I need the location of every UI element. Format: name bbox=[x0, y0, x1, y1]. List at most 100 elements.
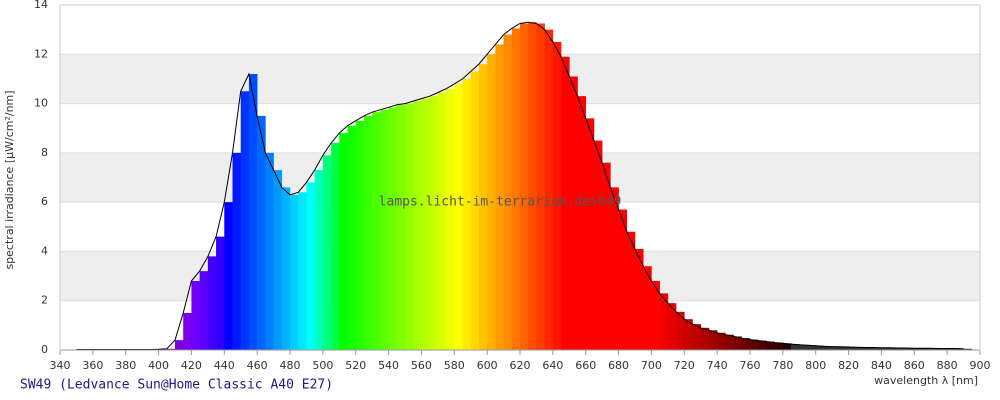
spectrum-bar bbox=[224, 202, 233, 350]
spectrum-bar bbox=[684, 319, 693, 350]
x-tick-label: 860 bbox=[904, 359, 925, 372]
spectrum-bar bbox=[306, 182, 315, 350]
spectrum-bar bbox=[290, 194, 299, 350]
spectrum-bar bbox=[561, 56, 570, 350]
spectrum-bar bbox=[585, 118, 595, 350]
spectrum-bar bbox=[791, 344, 800, 350]
x-tick-label: 620 bbox=[510, 359, 531, 372]
spectrum-bar bbox=[881, 347, 890, 350]
spectrum-bar bbox=[248, 74, 258, 350]
spectrum-bar bbox=[257, 115, 266, 351]
y-axis-label: spectral irradiance [µW/cm²/nm] bbox=[3, 90, 16, 269]
spectrum-bar bbox=[799, 344, 808, 350]
x-tick-label: 600 bbox=[477, 359, 498, 372]
spectrum-bar bbox=[478, 64, 488, 351]
spectrum-bar bbox=[421, 98, 430, 351]
x-tick-label: 640 bbox=[542, 359, 563, 372]
spectrum-bar bbox=[676, 311, 685, 350]
spectrum-bar bbox=[511, 28, 521, 351]
spectrum-bar bbox=[528, 22, 537, 350]
spectrum-bar bbox=[446, 88, 455, 351]
spectrum-bar bbox=[413, 101, 422, 350]
y-tick-label: 10 bbox=[34, 97, 48, 110]
spectrum-bar bbox=[544, 29, 554, 351]
x-tick-label: 820 bbox=[838, 359, 859, 372]
x-tick-label: 440 bbox=[214, 359, 235, 372]
x-tick-label: 800 bbox=[805, 359, 826, 372]
x-tick-label: 580 bbox=[444, 359, 465, 372]
x-tick-label: 540 bbox=[378, 359, 399, 372]
spectrum-bar bbox=[906, 348, 915, 350]
spectrum-bar bbox=[405, 103, 414, 350]
y-tick-label: 4 bbox=[41, 244, 48, 257]
spectrum-bar bbox=[651, 281, 660, 350]
x-tick-label: 840 bbox=[871, 359, 892, 372]
spectrum-bar bbox=[708, 330, 718, 350]
x-tick-label: 340 bbox=[50, 359, 71, 372]
x-tick-label: 780 bbox=[772, 359, 793, 372]
spectrum-bar bbox=[815, 345, 825, 350]
spectrum-bar bbox=[380, 109, 389, 350]
x-tick-label: 360 bbox=[82, 359, 103, 372]
spectrum-bar bbox=[437, 92, 447, 350]
x-tick-label: 900 bbox=[970, 359, 991, 372]
spectrum-bar bbox=[363, 115, 373, 351]
spectrum-bar bbox=[216, 236, 225, 350]
x-tick-label: 880 bbox=[937, 359, 958, 372]
spectrum-bar bbox=[774, 342, 784, 350]
spectrum-bar bbox=[618, 209, 628, 350]
x-tick-label: 420 bbox=[181, 359, 202, 372]
spectrum-bar bbox=[897, 348, 907, 350]
spectrum-bar bbox=[635, 248, 644, 350]
x-tick-label: 720 bbox=[674, 359, 695, 372]
spectrum-bar bbox=[741, 338, 751, 350]
spectrum-bar bbox=[487, 54, 496, 351]
y-tick-label: 8 bbox=[41, 146, 48, 159]
spectrum-bar bbox=[569, 76, 578, 350]
spectrum-bar bbox=[207, 256, 217, 350]
x-tick-label: 380 bbox=[115, 359, 136, 372]
x-axis-label: wavelength λ [nm] bbox=[874, 374, 978, 387]
spectrum-bar bbox=[199, 271, 209, 350]
watermark: lamps.licht-im-terrarium.de>649 bbox=[379, 195, 622, 210]
spectrum-bar bbox=[766, 341, 775, 350]
spectrum-bar bbox=[520, 23, 529, 350]
spectrum-bar bbox=[232, 152, 242, 350]
spectrum-bar bbox=[166, 348, 176, 350]
spectrum-bar bbox=[840, 346, 849, 350]
spectrum-bar bbox=[396, 104, 406, 350]
spectrum-bar bbox=[889, 347, 899, 350]
spectrum-bar bbox=[577, 96, 587, 350]
spectrum-bar bbox=[626, 231, 636, 350]
spectrum-bar bbox=[175, 340, 184, 350]
spectrum-bar bbox=[593, 140, 603, 350]
spectrum-bar bbox=[281, 187, 291, 350]
spectrum-bar bbox=[602, 162, 611, 350]
spectrum-bar bbox=[938, 348, 948, 350]
spectrum-bar bbox=[922, 348, 932, 350]
spectrum-bar bbox=[930, 348, 940, 350]
x-tick-label: 500 bbox=[312, 359, 333, 372]
spectrum-bar bbox=[667, 303, 677, 350]
y-tick-label: 0 bbox=[41, 343, 48, 356]
spectrum-bar bbox=[947, 348, 956, 350]
x-tick-label: 680 bbox=[608, 359, 629, 372]
spectrum-bar bbox=[347, 125, 357, 350]
spectrum-bar bbox=[725, 334, 734, 350]
spectrum-bar bbox=[659, 293, 669, 350]
spectrum-bar bbox=[963, 348, 973, 350]
spectrum-bar bbox=[914, 348, 923, 350]
spectrum-bar bbox=[758, 340, 767, 350]
spectrum-bar bbox=[733, 336, 743, 350]
caption: SW49 (Ledvance Sun@Home Classic A40 E27) bbox=[20, 378, 333, 393]
spectrum-bar bbox=[191, 281, 200, 350]
x-tick-label: 480 bbox=[280, 359, 301, 372]
spectrum-bar bbox=[322, 155, 332, 350]
x-tick-label: 660 bbox=[575, 359, 596, 372]
spectrum-bar bbox=[372, 112, 381, 350]
spectrum-bar bbox=[856, 347, 866, 350]
spectrum-bar bbox=[355, 120, 365, 350]
spectrum-bar bbox=[240, 91, 250, 350]
spectrum-bar bbox=[848, 347, 858, 350]
spectrum-bar bbox=[273, 170, 283, 350]
